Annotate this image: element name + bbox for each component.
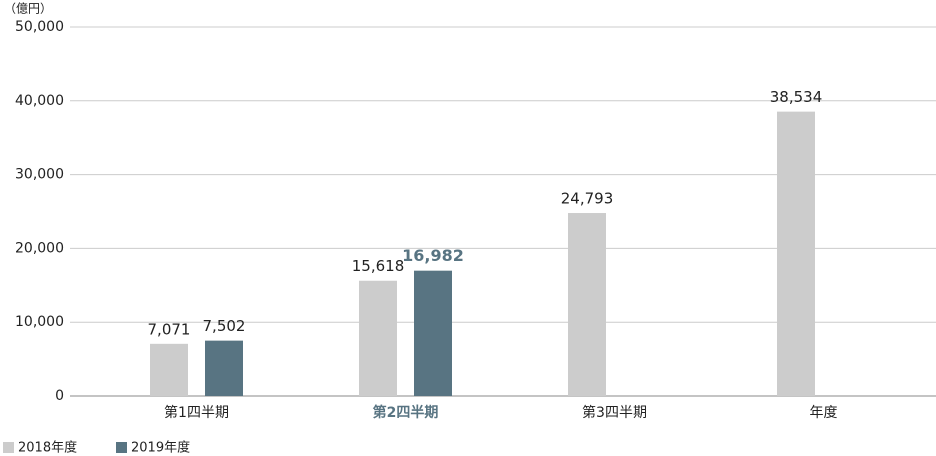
bar <box>205 340 243 396</box>
value-label: 38,534 <box>770 88 823 106</box>
bar <box>359 280 397 396</box>
bar <box>150 343 188 396</box>
value-label: 16,982 <box>402 246 464 265</box>
legend-label: 2018年度 <box>18 440 77 456</box>
y-tick-label: 30,000 <box>15 167 64 183</box>
y-tick-label: 40,000 <box>15 93 64 109</box>
legend-swatch <box>3 442 14 453</box>
x-tick-label: 第1四半期 <box>164 404 229 421</box>
value-label: 7,071 <box>148 320 191 338</box>
value-label: 7,502 <box>203 317 246 335</box>
legend-label: 2019年度 <box>131 440 190 456</box>
y-tick-label: 20,000 <box>15 240 64 256</box>
value-label: 24,793 <box>561 190 614 208</box>
legend-swatch <box>116 442 127 453</box>
bar <box>414 270 452 396</box>
bar <box>777 111 815 396</box>
y-tick-label: 50,000 <box>15 19 64 35</box>
x-tick-label: 年度 <box>810 405 838 421</box>
bar <box>568 213 606 396</box>
x-tick-label: 第3四半期 <box>582 404 647 421</box>
x-tick-label: 第2四半期 <box>373 404 439 421</box>
unit-label: （億円） <box>4 2 52 16</box>
y-tick-label: 0 <box>55 388 64 404</box>
y-tick-label: 10,000 <box>15 314 64 330</box>
value-label: 15,618 <box>352 257 405 275</box>
